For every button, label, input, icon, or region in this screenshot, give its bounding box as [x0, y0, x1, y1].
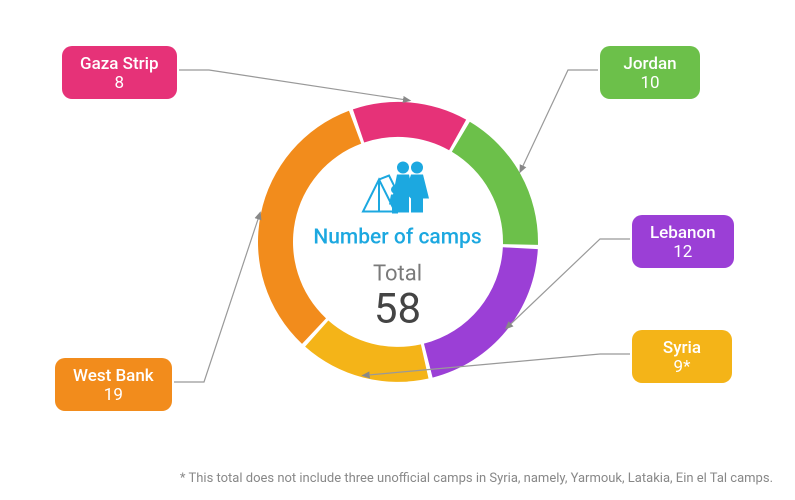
label-name: Lebanon — [650, 223, 716, 243]
label-value: 12 — [650, 242, 716, 262]
label-jordan: Jordan 10 — [600, 46, 700, 99]
label-value: 9* — [650, 357, 714, 377]
label-name: West Bank — [73, 366, 154, 386]
donut-center: Number of camps Total 58 — [298, 160, 498, 334]
label-syria: Syria 9* — [632, 330, 732, 383]
label-name: Jordan — [618, 54, 682, 74]
label-west-bank: West Bank 19 — [55, 358, 172, 411]
label-value: 19 — [73, 385, 154, 405]
chart-container: Number of camps Total 58 Gaza Strip 8 Jo… — [0, 0, 795, 500]
label-gaza-strip: Gaza Strip 8 — [62, 46, 177, 99]
total-label: Total — [298, 262, 498, 287]
footnote: * This total does not include three unof… — [180, 471, 773, 486]
family-tent-icon — [298, 160, 498, 220]
donut-segment-gazastrip — [352, 102, 465, 150]
chart-title: Number of camps — [298, 226, 498, 250]
label-name: Gaza Strip — [80, 54, 159, 74]
label-value: 10 — [618, 73, 682, 93]
total-value: 58 — [298, 285, 498, 334]
label-name: Syria — [650, 338, 714, 358]
label-lebanon: Lebanon 12 — [632, 215, 734, 268]
label-value: 8 — [80, 73, 159, 93]
